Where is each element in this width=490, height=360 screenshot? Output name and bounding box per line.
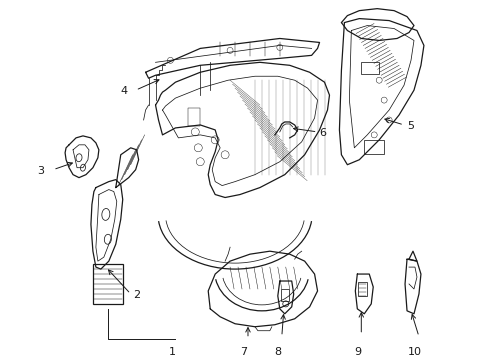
Text: 7: 7 bbox=[241, 347, 247, 357]
Bar bbox=[188, 108, 200, 126]
Text: 6: 6 bbox=[319, 128, 326, 138]
Text: 3: 3 bbox=[37, 166, 44, 176]
Text: 5: 5 bbox=[407, 121, 414, 131]
Text: 8: 8 bbox=[274, 347, 281, 357]
Text: 4: 4 bbox=[121, 86, 128, 96]
Bar bbox=[364, 140, 384, 154]
Bar bbox=[361, 62, 379, 74]
Text: 1: 1 bbox=[169, 347, 176, 357]
Text: 9: 9 bbox=[354, 347, 361, 357]
Bar bbox=[358, 282, 368, 296]
Bar bbox=[93, 264, 122, 304]
Text: 2: 2 bbox=[133, 290, 140, 300]
Text: 10: 10 bbox=[408, 347, 422, 357]
Bar bbox=[281, 289, 289, 301]
